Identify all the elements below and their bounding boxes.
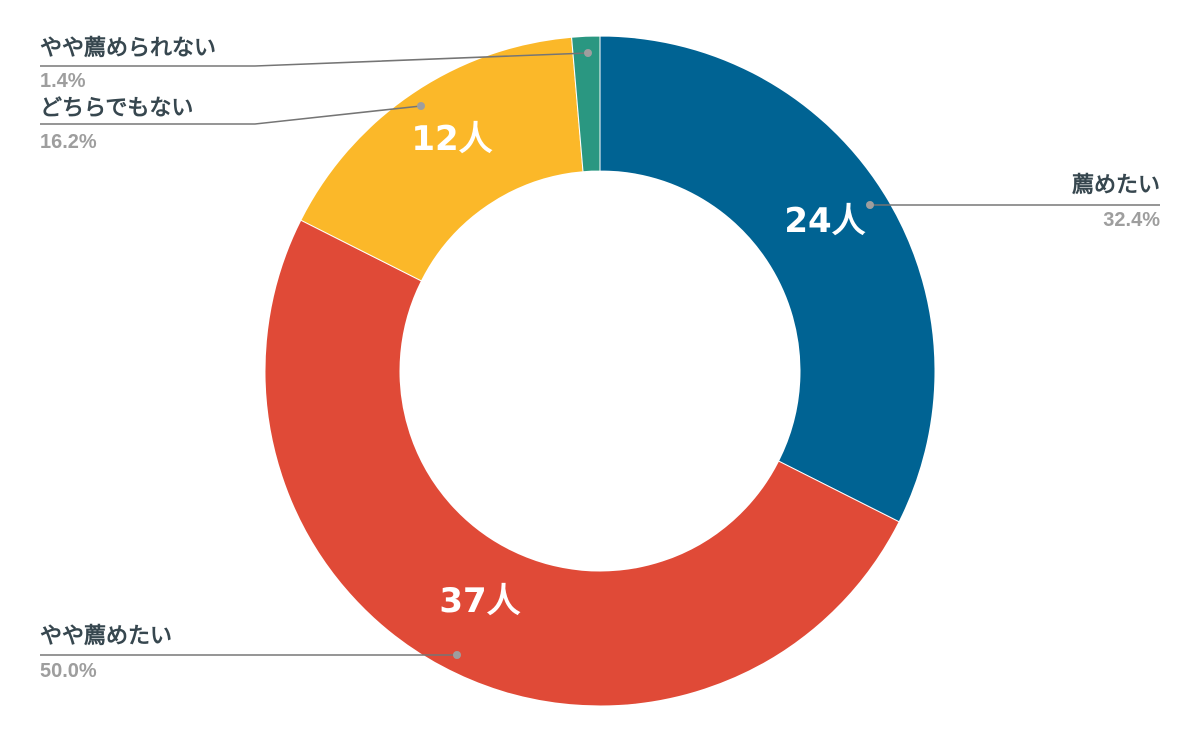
slice-percent-4: 1.4%: [40, 70, 86, 92]
slice-label-3: どちらでもない: [40, 96, 193, 121]
slice-value-1: 24人: [784, 201, 865, 241]
chart-leader-lines: [40, 49, 1160, 659]
leader-dot-3: [417, 102, 425, 110]
slice-percent-2: 50.0%: [40, 660, 97, 682]
slice-1: [599, 35, 936, 523]
leader-dot-4: [584, 49, 592, 57]
slice-value-3: 12人: [411, 119, 492, 159]
leader-dot-1: [866, 201, 874, 209]
leader-line-4: [40, 52, 589, 67]
leader-dot-2: [453, 651, 461, 659]
slice-percent-1: 32.4%: [1103, 209, 1160, 231]
slice-4: [571, 35, 601, 173]
slice-label-4: やや薦められない: [40, 36, 216, 61]
slice-label-1: 薦めたい: [1072, 173, 1160, 198]
slice-3: [300, 36, 584, 282]
slice-2: [264, 219, 900, 707]
leader-line-3: [40, 105, 422, 125]
slice-value-2: 37人: [439, 581, 520, 621]
slice-percent-3: 16.2%: [40, 131, 97, 153]
chart-slices: [264, 35, 936, 707]
slice-label-2: やや薦めたい: [40, 624, 172, 649]
